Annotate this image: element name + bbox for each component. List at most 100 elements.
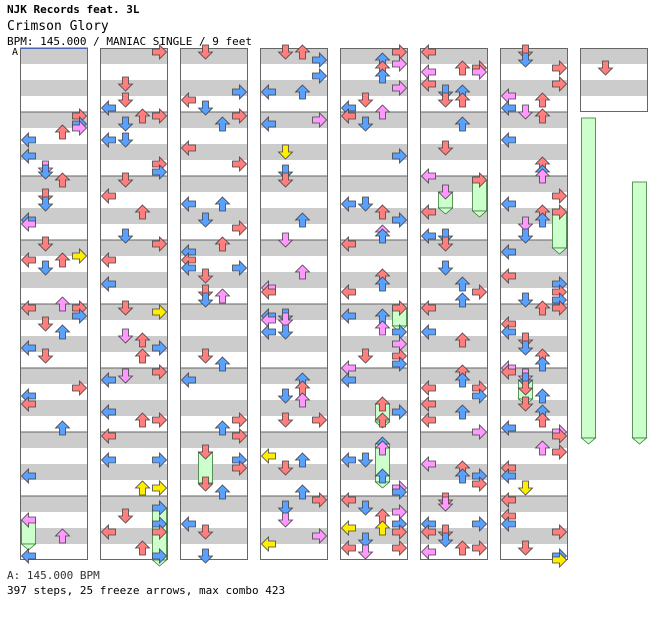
left-arrow — [420, 544, 436, 560]
freeze-tail — [551, 247, 568, 255]
up-arrow — [54, 172, 71, 188]
up-arrow — [374, 68, 391, 84]
right-arrow — [392, 212, 408, 228]
up-arrow — [134, 204, 151, 220]
beat-stripe — [340, 336, 408, 352]
right-arrow — [552, 444, 568, 460]
beat-stripe — [500, 80, 568, 96]
left-arrow — [100, 132, 116, 148]
left-arrow — [340, 196, 356, 212]
up-arrow — [214, 420, 231, 436]
beat-stripe — [180, 496, 248, 512]
left-arrow — [340, 452, 356, 468]
down-arrow — [437, 524, 454, 540]
down-arrow — [437, 228, 454, 244]
right-arrow — [472, 424, 488, 440]
chart-column — [20, 48, 88, 560]
right-arrow — [232, 412, 248, 428]
beat-stripe — [420, 208, 488, 224]
down-arrow — [357, 116, 374, 132]
down-arrow — [517, 52, 534, 68]
left-arrow — [420, 456, 436, 472]
beat-stripe — [340, 272, 408, 288]
up-arrow — [534, 412, 551, 428]
beat-stripe — [260, 144, 328, 160]
up-arrow — [534, 108, 551, 124]
column-border — [420, 48, 488, 560]
down-arrow — [437, 532, 454, 548]
left-arrow — [260, 284, 276, 300]
freeze-tail — [580, 437, 597, 445]
left-arrow — [340, 540, 356, 556]
beat-stripe — [500, 176, 568, 192]
left-arrow — [500, 268, 516, 284]
beat-stripe — [180, 240, 248, 256]
beat-stripe — [340, 208, 408, 224]
up-arrow — [374, 228, 391, 244]
right-arrow — [472, 516, 488, 532]
beat-stripe — [420, 400, 488, 416]
beat-stripe — [340, 368, 408, 384]
left-arrow — [20, 252, 36, 268]
freeze-tail — [471, 210, 488, 218]
up-arrow — [374, 412, 391, 428]
left-arrow — [500, 244, 516, 260]
down-arrow — [37, 348, 54, 364]
up-arrow — [294, 264, 311, 280]
beat-stripe — [260, 240, 328, 256]
right-arrow — [472, 172, 488, 188]
left-arrow — [100, 372, 116, 388]
up-arrow — [134, 540, 151, 556]
beat-stripe — [420, 304, 488, 320]
beat-stripe — [260, 336, 328, 352]
left-arrow — [340, 284, 356, 300]
right-arrow — [152, 44, 168, 60]
chart-column — [180, 48, 248, 560]
right-arrow — [552, 76, 568, 92]
beat-stripe — [180, 464, 248, 480]
down-arrow — [117, 132, 134, 148]
bpm-marker-label: A — [12, 47, 19, 58]
up-arrow — [534, 356, 551, 372]
beat-stripe — [500, 400, 568, 416]
left-arrow — [100, 404, 116, 420]
right-arrow — [552, 188, 568, 204]
beat-stripe — [340, 176, 408, 192]
right-arrow — [392, 300, 408, 316]
left-arrow — [100, 276, 116, 292]
beat-stripe — [180, 144, 248, 160]
right-arrow — [552, 524, 568, 540]
chart-column — [260, 48, 328, 560]
down-arrow — [277, 500, 294, 516]
right-arrow — [72, 120, 88, 136]
down-arrow — [517, 396, 534, 412]
beat-stripe — [420, 240, 488, 256]
beat-stripe — [340, 304, 408, 320]
up-arrow — [374, 276, 391, 292]
left-arrow — [20, 548, 36, 564]
left-arrow — [100, 100, 116, 116]
beat-stripe — [340, 432, 408, 448]
beat-stripe — [20, 464, 88, 480]
left-arrow — [100, 188, 116, 204]
beat-stripe — [20, 496, 88, 512]
beat-stripe — [500, 432, 568, 448]
down-arrow — [117, 92, 134, 108]
up-arrow — [134, 108, 151, 124]
beat-stripe — [180, 336, 248, 352]
left-arrow — [340, 236, 356, 252]
beat-stripe — [340, 464, 408, 480]
beat-stripe — [340, 144, 408, 160]
beat-stripe — [100, 272, 168, 288]
chart-column — [500, 48, 568, 560]
left-arrow — [20, 468, 36, 484]
right-arrow — [152, 304, 168, 320]
down-arrow — [437, 92, 454, 108]
left-arrow — [180, 516, 196, 532]
down-arrow — [277, 172, 294, 188]
left-arrow — [500, 492, 516, 508]
beat-stripe — [100, 48, 168, 64]
left-arrow — [180, 140, 196, 156]
beat-stripe — [500, 496, 568, 512]
